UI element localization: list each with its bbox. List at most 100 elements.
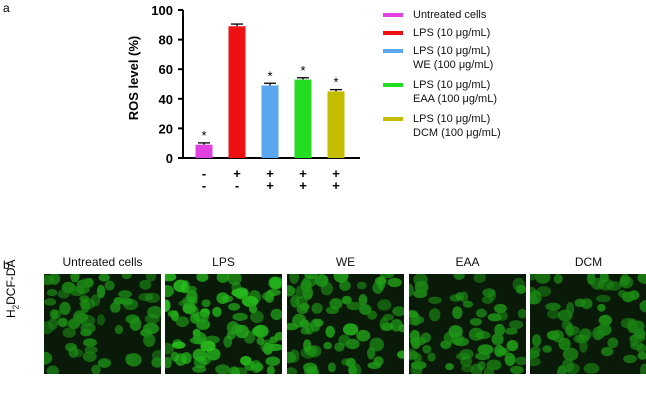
cell [67, 318, 81, 329]
cell [300, 278, 312, 293]
legend-line: EAA (100 μg/mL) [413, 93, 497, 105]
cell [429, 308, 441, 322]
cell [339, 280, 351, 291]
cell [468, 327, 484, 341]
cell [201, 299, 211, 308]
cell [542, 345, 552, 353]
cell [175, 316, 189, 327]
treatment-mark: + [266, 166, 274, 181]
cell [327, 362, 336, 373]
cell [165, 342, 174, 355]
cell [410, 360, 427, 370]
y-tick-label: 80 [159, 33, 173, 48]
cell [61, 281, 76, 293]
cell [70, 274, 80, 283]
cell [599, 274, 609, 284]
cell [409, 336, 426, 346]
cell [595, 294, 611, 303]
cell [346, 301, 362, 311]
cell [358, 294, 368, 306]
cell [494, 303, 507, 314]
y-tick-label: 60 [159, 62, 173, 77]
treatment-mark: - [202, 166, 206, 181]
cell [561, 358, 575, 373]
cell [547, 309, 560, 320]
cell [598, 314, 613, 326]
legend-line: LPS (10 μg/mL) [413, 27, 491, 39]
cell [97, 314, 105, 326]
y-axis-label: ROS level (%) [126, 36, 141, 121]
cell [287, 351, 296, 364]
legend-label: Untreated cells [413, 8, 486, 22]
cell [530, 290, 542, 305]
cell [459, 349, 474, 360]
cell [475, 352, 491, 361]
cell [270, 308, 282, 321]
cell [287, 285, 296, 297]
microscopy-image [44, 274, 161, 374]
condition-label: Untreated cells [62, 255, 143, 269]
cell [226, 321, 240, 335]
cell [98, 274, 110, 282]
cell [515, 356, 526, 366]
cell [250, 310, 264, 324]
condition-label: LPS [212, 255, 235, 269]
cell [637, 274, 646, 284]
cell [359, 304, 372, 315]
ylabel-prefix: H [4, 309, 18, 318]
cell [170, 310, 179, 322]
cell [46, 289, 58, 297]
microscopy-image [409, 274, 526, 374]
cell [639, 299, 646, 313]
cell [422, 344, 432, 354]
cell [398, 324, 404, 333]
bar [327, 91, 345, 158]
legend-swatch [383, 49, 403, 53]
cell [51, 309, 62, 320]
cell [409, 317, 419, 325]
cell [311, 302, 323, 314]
cell [261, 292, 273, 301]
cell [597, 303, 606, 312]
cell [453, 274, 465, 280]
cell [192, 332, 207, 345]
panel-b-y-label: H2DCF-DA [4, 260, 20, 318]
cell [329, 298, 343, 310]
cell [305, 323, 314, 335]
cell [314, 274, 329, 287]
bar [294, 79, 312, 158]
cell [342, 323, 359, 336]
cell [232, 312, 248, 321]
cell [223, 335, 233, 348]
cell [546, 330, 560, 341]
cell [68, 346, 79, 358]
cell [565, 323, 574, 337]
cell [325, 306, 339, 315]
cell [188, 305, 199, 317]
cell [143, 333, 156, 347]
cell [545, 302, 561, 311]
legend-label: LPS (10 μg/mL) EAA (100 μg/mL) [413, 78, 497, 106]
cell [263, 342, 273, 355]
cell [601, 346, 614, 357]
microscopy-image [287, 274, 404, 374]
cell [509, 320, 524, 330]
microscopy-image [530, 274, 646, 374]
significance-marker: * [267, 68, 272, 83]
bar [228, 26, 246, 159]
cell [494, 345, 505, 357]
treatment-mark: - [202, 178, 206, 193]
cell [448, 325, 463, 338]
cell [143, 322, 159, 335]
panel-b-letter: b [3, 258, 10, 272]
cell [289, 274, 300, 284]
cell [477, 344, 494, 355]
legend-swatch [383, 31, 403, 35]
cell [566, 302, 575, 316]
cell [121, 274, 132, 280]
cell [338, 334, 351, 346]
cell [248, 304, 258, 314]
cell [44, 275, 55, 286]
cell [586, 274, 596, 285]
